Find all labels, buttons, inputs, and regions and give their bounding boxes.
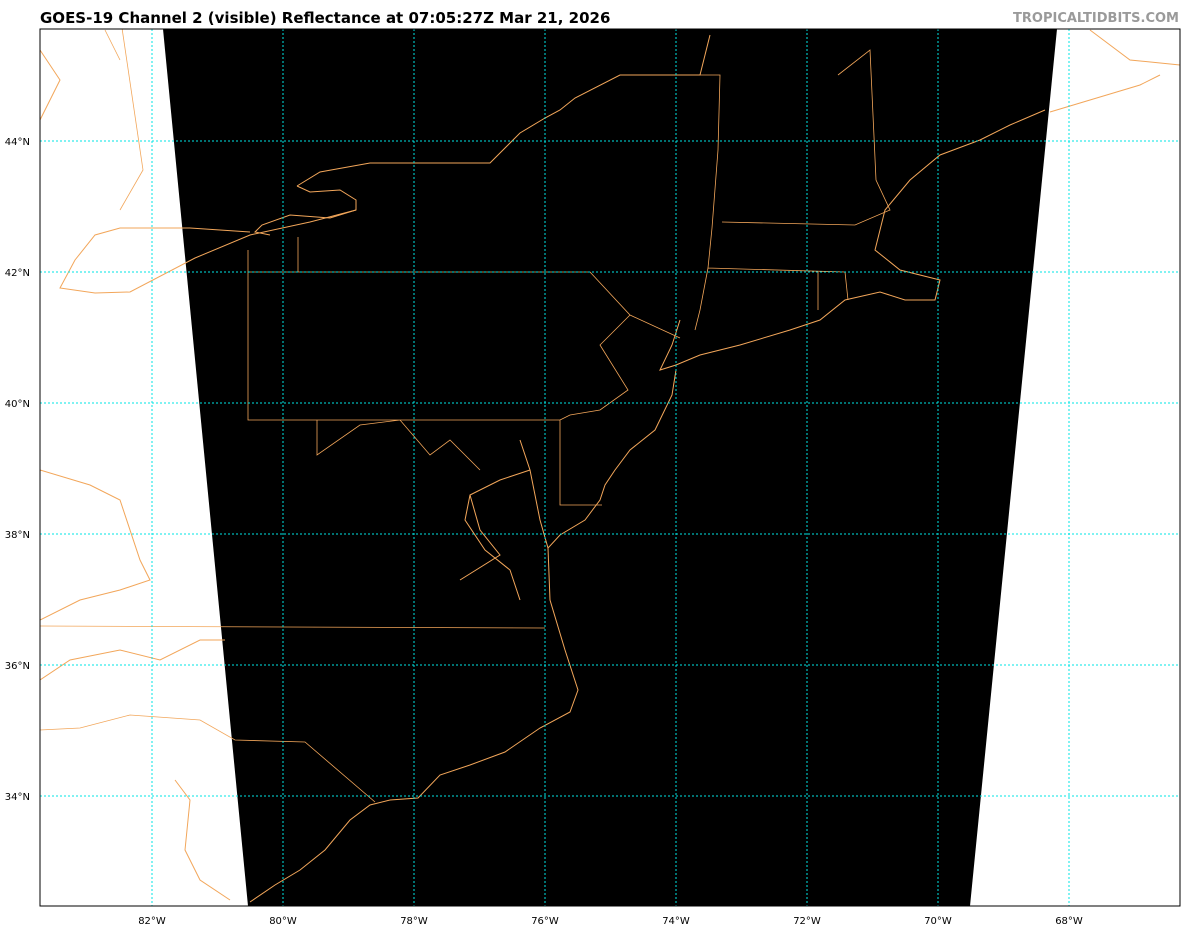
- lat-label: 40°N: [5, 399, 30, 410]
- longitude-labels: 82°W 80°W 78°W 76°W 74°W 72°W 70°W 68°W: [138, 916, 1083, 927]
- lon-label: 70°W: [924, 916, 952, 927]
- map-title: GOES-19 Channel 2 (visible) Reflectance …: [40, 9, 611, 27]
- lat-label: 44°N: [5, 137, 30, 148]
- lon-label: 82°W: [138, 916, 166, 927]
- satellite-swath: [163, 29, 1057, 906]
- map-frame: [39, 28, 1181, 907]
- lake-erie: [59, 209, 357, 294]
- lon-label: 76°W: [531, 916, 559, 927]
- state-borders: [40, 29, 891, 803]
- credit-watermark: TROPICALTIDBITS.COM: [1013, 11, 1179, 26]
- lon-label: 68°W: [1055, 916, 1083, 927]
- canada-features: [40, 29, 1180, 901]
- lat-label: 34°N: [5, 792, 30, 803]
- lat-label: 38°N: [5, 530, 30, 541]
- lon-label: 72°W: [793, 916, 821, 927]
- lon-label: 74°W: [662, 916, 690, 927]
- lat-label: 42°N: [5, 268, 30, 279]
- lon-label: 80°W: [269, 916, 297, 927]
- lat-label: 36°N: [5, 661, 30, 672]
- atlantic-coast: [249, 109, 1046, 903]
- lake-ontario: [253, 34, 711, 236]
- coastlines-borders: [40, 29, 1180, 903]
- lon-label: 78°W: [400, 916, 428, 927]
- latitude-labels: 44°N 42°N 40°N 38°N 36°N 34°N: [5, 137, 30, 803]
- gridlines: [40, 29, 1180, 906]
